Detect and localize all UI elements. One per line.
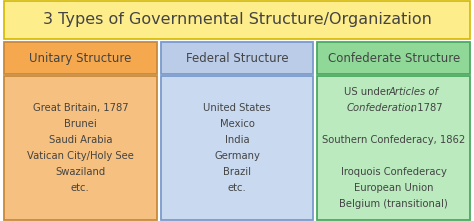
Text: Southern Confederacy, 1862: Southern Confederacy, 1862 [322,135,465,145]
Text: 3 Types of Governmental Structure/Organization: 3 Types of Governmental Structure/Organi… [43,12,431,27]
Text: , 1787: , 1787 [411,103,443,113]
Text: India: India [225,135,249,145]
Text: Saudi Arabia: Saudi Arabia [48,135,112,145]
Text: Germany: Germany [214,151,260,161]
Text: Brunei: Brunei [64,119,97,129]
FancyBboxPatch shape [161,42,313,74]
Text: US under: US under [344,87,393,97]
Text: Unitary Structure: Unitary Structure [29,52,131,65]
Text: etc.: etc. [228,183,246,193]
FancyBboxPatch shape [4,1,470,39]
Text: Articles of: Articles of [389,87,438,97]
Text: United States: United States [203,103,271,113]
FancyBboxPatch shape [4,76,157,220]
Text: European Union: European Union [354,183,433,193]
Text: Great Britain, 1787: Great Britain, 1787 [33,103,128,113]
FancyBboxPatch shape [161,76,313,220]
Text: Confederate Structure: Confederate Structure [328,52,460,65]
Text: Iroquois Confederacy: Iroquois Confederacy [341,167,447,177]
FancyBboxPatch shape [317,76,470,220]
Text: etc.: etc. [71,183,90,193]
Text: Belgium (transitional): Belgium (transitional) [339,199,448,209]
Text: Confederation: Confederation [346,103,417,113]
Text: Brazil: Brazil [223,167,251,177]
FancyBboxPatch shape [317,42,470,74]
Text: Mexico: Mexico [219,119,255,129]
FancyBboxPatch shape [4,42,157,74]
Text: Federal Structure: Federal Structure [186,52,288,65]
Text: Swaziland: Swaziland [55,167,105,177]
Text: Vatican City/Holy See: Vatican City/Holy See [27,151,134,161]
